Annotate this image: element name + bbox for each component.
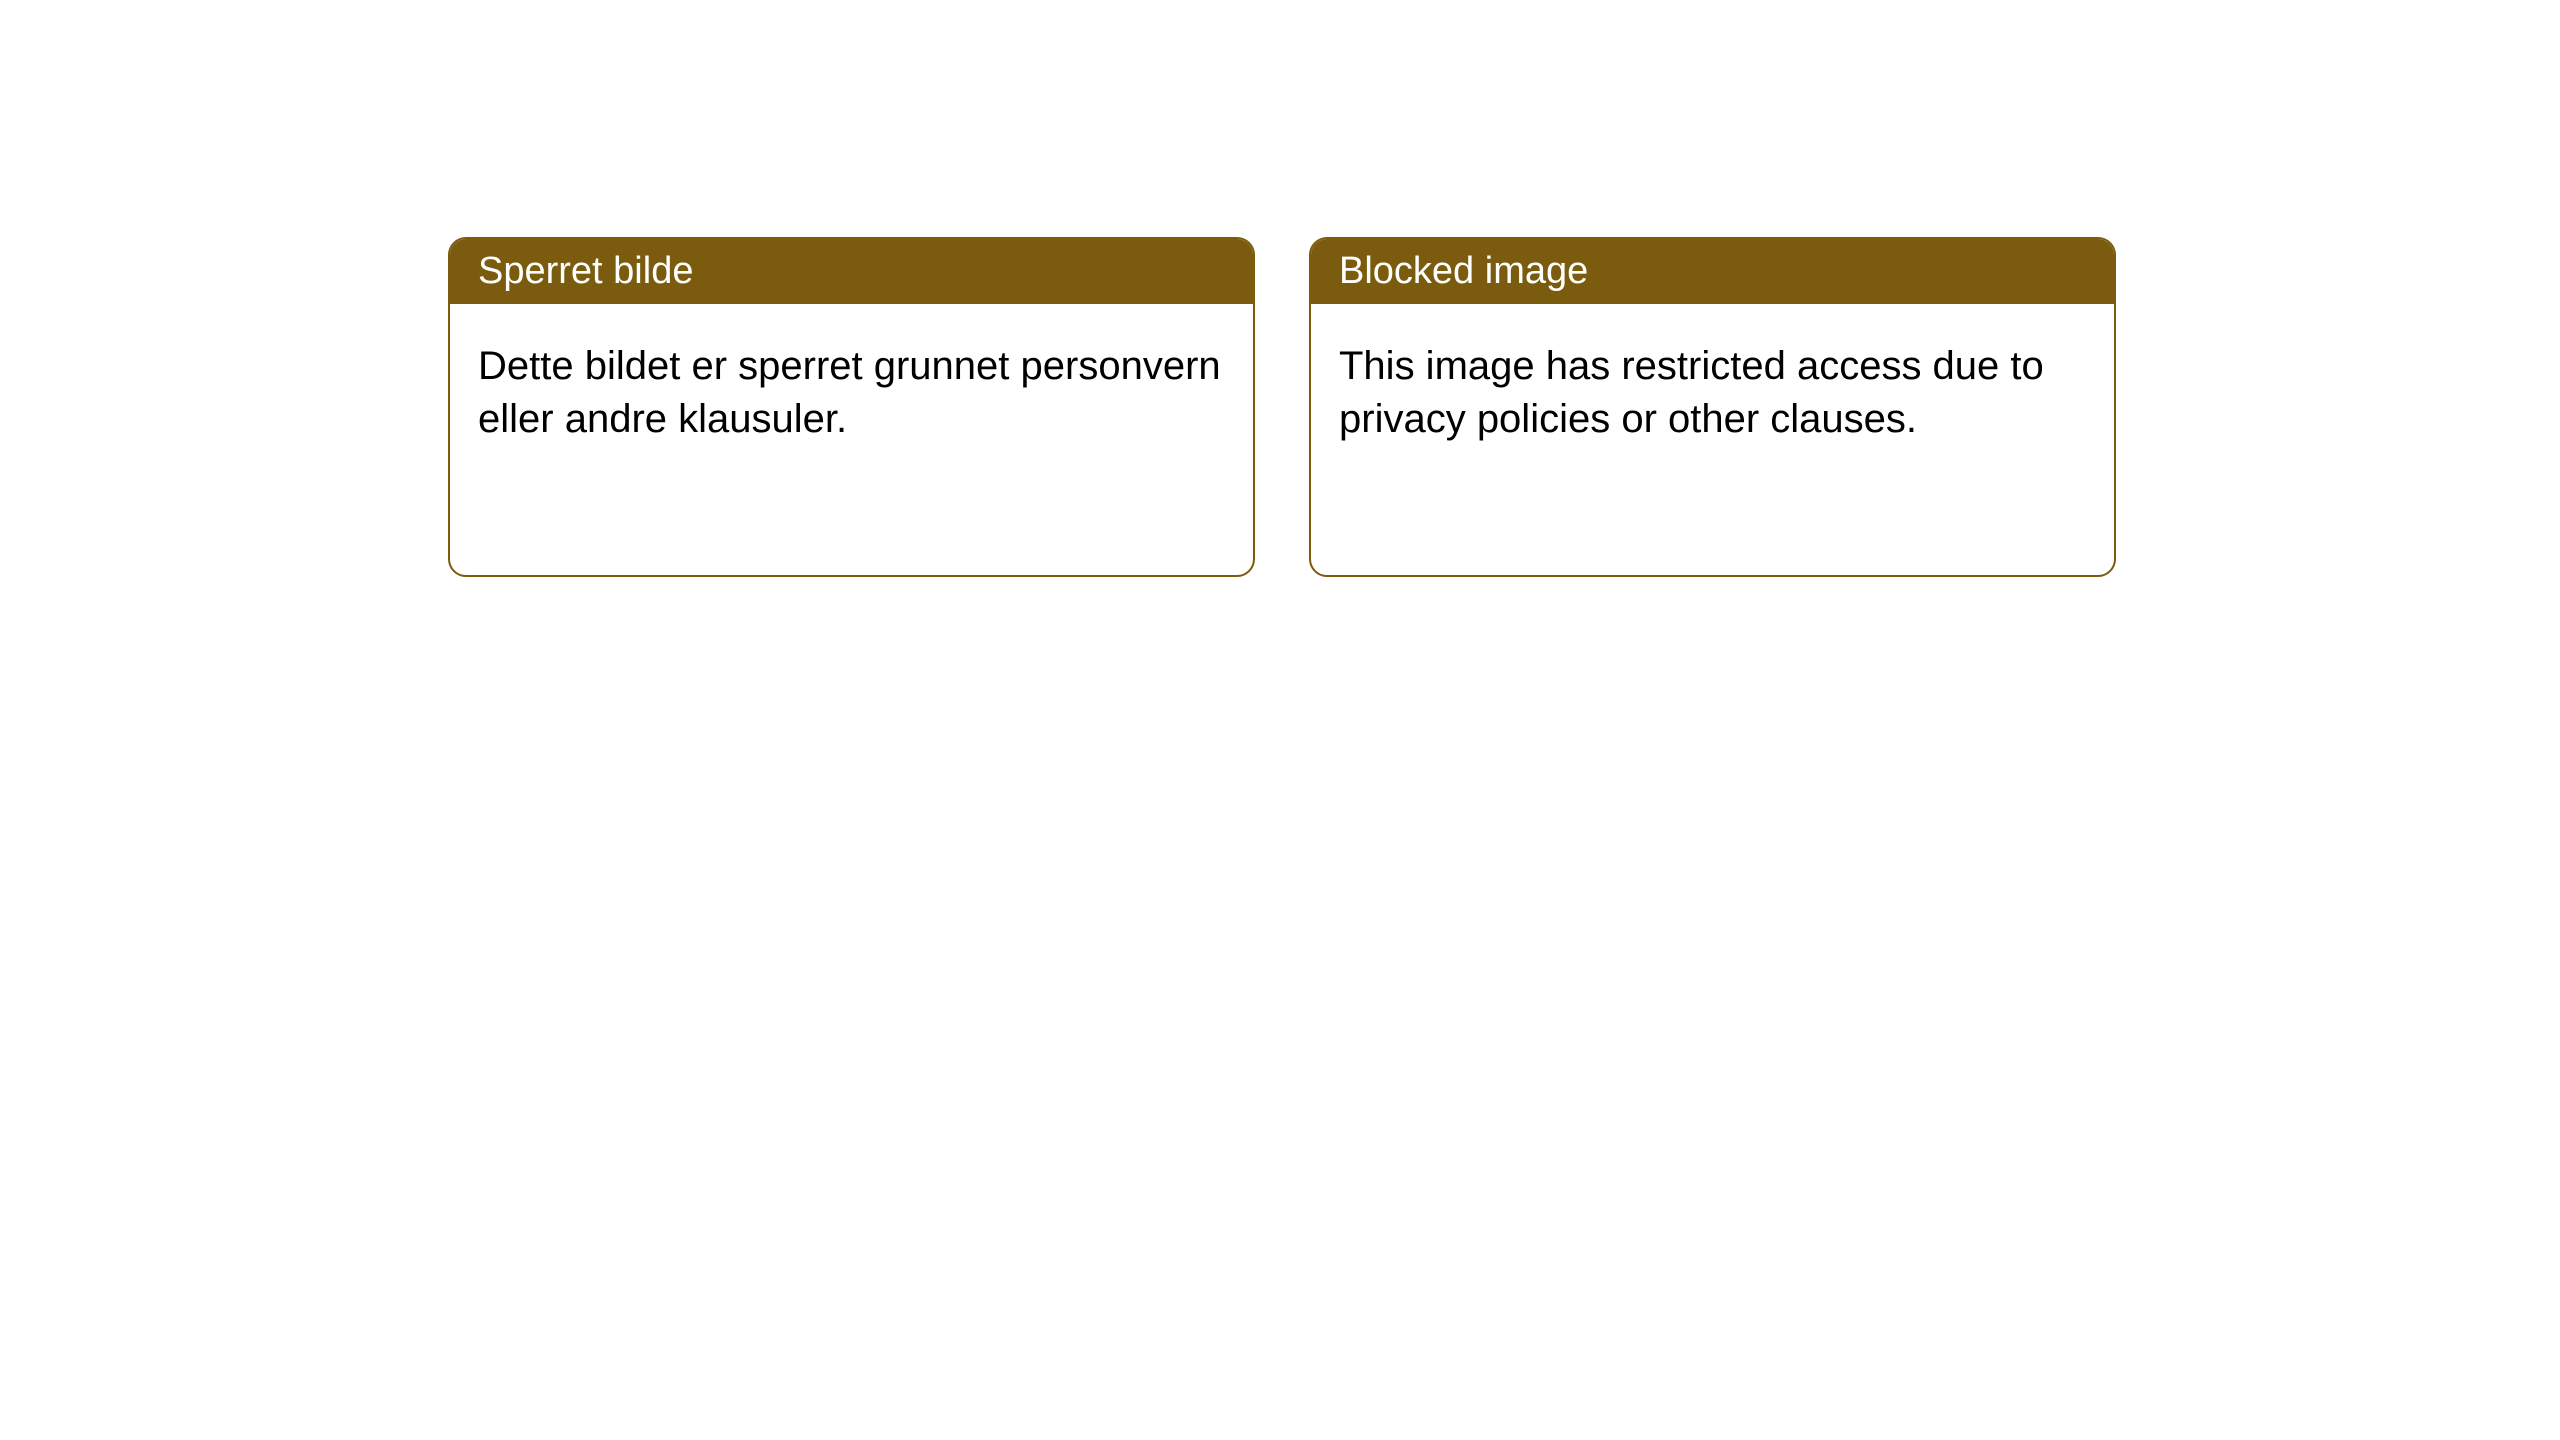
card-title: Sperret bilde (478, 250, 693, 292)
notice-card-english: Blocked image This image has restricted … (1309, 237, 2116, 577)
notice-cards-container: Sperret bilde Dette bildet er sperret gr… (448, 237, 2116, 577)
card-body-text: Dette bildet er sperret grunnet personve… (478, 344, 1221, 441)
card-header: Sperret bilde (450, 239, 1253, 304)
notice-card-norwegian: Sperret bilde Dette bildet er sperret gr… (448, 237, 1255, 577)
card-body-text: This image has restricted access due to … (1339, 344, 2044, 441)
card-title: Blocked image (1339, 250, 1588, 292)
card-body: Dette bildet er sperret grunnet personve… (450, 304, 1253, 482)
card-body: This image has restricted access due to … (1311, 304, 2114, 482)
card-header: Blocked image (1311, 239, 2114, 304)
